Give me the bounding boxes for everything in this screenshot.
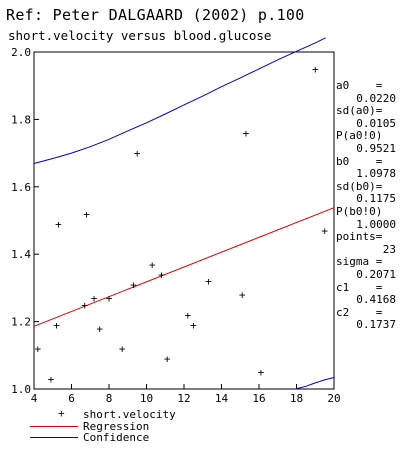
stat-sd-a0: sd(a0)= 0.0105 — [336, 104, 398, 130]
x-tick-label: 14 — [215, 392, 229, 405]
stat-a0: a0 = 0.0220 — [336, 79, 398, 105]
stat-value: 0.0220 — [356, 91, 396, 105]
x-tick-label: 8 — [106, 392, 113, 405]
confidence-band-lower — [295, 377, 335, 390]
stat-b0: b0 = 1.0978 — [336, 154, 398, 181]
x-tick-label: 12 — [177, 392, 190, 405]
chart-subtitle: short.velocity versus blood.glucose — [8, 28, 272, 43]
data-points: +++++++++++++++++++++++ — [34, 63, 328, 386]
data-point: + — [130, 279, 137, 292]
y-axis: 1.0 1.2 1.4 1.6 1.8 2.0 — [11, 46, 39, 396]
stat-value: 0.1175 — [356, 192, 396, 206]
data-point: + — [48, 373, 55, 386]
data-point: + — [184, 309, 191, 322]
stat-p-b0: P(b0!0) 1.0000 — [336, 204, 398, 231]
confidence-band-upper — [33, 37, 326, 164]
data-point: + — [243, 127, 250, 140]
x-axis: 4 6 8 10 12 14 16 18 20 — [31, 384, 341, 405]
y-tick-label: 1.0 — [11, 383, 31, 396]
stat-c1: c1 = 0.4168 — [336, 280, 398, 307]
plot-frame — [33, 51, 335, 390]
data-point: + — [239, 289, 246, 302]
data-point: + — [119, 343, 126, 356]
reference-title: Ref: Peter DALGAARD (2002) p.100 — [6, 6, 305, 24]
x-tick-label: 10 — [140, 392, 153, 405]
data-point: + — [134, 147, 141, 160]
stat-c2: c2 = 0.1737 — [336, 305, 398, 332]
fit-lines — [33, 37, 335, 390]
stat-key: a0 = — [336, 79, 383, 92]
data-point: + — [53, 319, 60, 332]
stat-p-a0: P(a0!0) 0.9521 — [336, 130, 398, 155]
legend-label: Confidence — [83, 431, 150, 444]
data-point: + — [83, 208, 90, 221]
stat-value: 0.4168 — [356, 293, 396, 307]
data-point: + — [91, 292, 98, 305]
stat-key: c1 = — [336, 280, 383, 294]
statistics-panel: a0 = 0.0220 sd(a0)= 0.0105 P(a0!0) 0.952… — [336, 79, 398, 332]
stat-value: 1.0000 — [356, 217, 396, 231]
stat-key: P(b0!0) — [336, 204, 383, 218]
red-line-swatch — [30, 425, 78, 427]
blue-line-swatch — [30, 437, 78, 438]
data-point: + — [190, 319, 197, 332]
x-tick-label: 16 — [252, 392, 265, 405]
y-tick-label: 1.8 — [11, 113, 31, 126]
stat-key: b0 = — [336, 154, 383, 168]
stat-key: sd(b0)= — [336, 179, 383, 193]
stat-key: P(a0!0) — [336, 129, 383, 143]
data-point: + — [34, 343, 41, 356]
regression-line — [33, 207, 335, 327]
stat-value: 0.9521 — [356, 141, 396, 155]
stat-key: sd(a0)= — [336, 104, 383, 118]
stat-value: 0.1737 — [356, 318, 396, 332]
y-tick-label: 1.6 — [11, 181, 31, 194]
stat-value: 23 — [382, 242, 396, 256]
legend-label: Regression — [83, 419, 150, 433]
data-point: + — [312, 63, 319, 76]
stat-sd-b0: sd(b0)= 0.1175 — [336, 179, 398, 206]
data-point: + — [96, 322, 103, 335]
stat-value: 1.0978 — [356, 167, 396, 181]
data-point: + — [164, 353, 171, 366]
legend-label: short.velocity — [83, 408, 176, 421]
stat-key: sigma = — [336, 255, 383, 269]
data-point: + — [258, 366, 265, 379]
data-point: + — [158, 268, 165, 281]
data-point: + — [321, 225, 328, 238]
x-tick-label: 20 — [327, 392, 340, 405]
x-tick-label: 18 — [290, 392, 303, 405]
y-tick-label: 1.2 — [11, 316, 31, 329]
stat-value: 0.2071 — [356, 267, 396, 281]
y-tick-label: 1.4 — [11, 248, 31, 261]
data-point: + — [55, 218, 62, 231]
stat-value: 0.0105 — [356, 116, 396, 130]
stat-sigma: sigma = 0.2071 — [336, 256, 398, 281]
plus-marker-icon: + — [58, 407, 65, 420]
data-point: + — [205, 275, 212, 288]
x-tick-label: 6 — [68, 392, 75, 405]
y-tick-label: 2.0 — [11, 46, 31, 59]
data-point: + — [149, 258, 156, 271]
stat-points: points= 23 — [336, 230, 398, 256]
data-point: + — [106, 292, 113, 305]
stat-key: points= — [336, 230, 383, 244]
x-tick-label: 4 — [31, 392, 38, 405]
data-point: + — [81, 299, 88, 312]
stat-key: c2 = — [336, 305, 383, 319]
